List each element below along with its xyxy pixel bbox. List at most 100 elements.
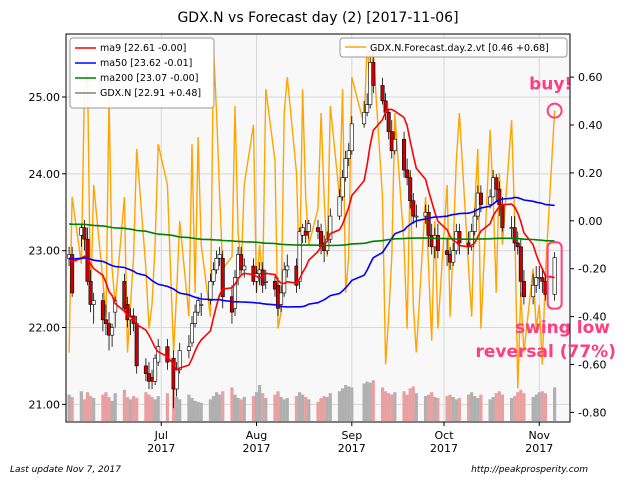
legend-left-label: ma9 [22.61 -0.00] — [100, 43, 186, 54]
volume-bar — [279, 397, 283, 421]
left-axis-tick-label: 24.00 — [29, 168, 61, 181]
x-axis-year-label: 2017 — [147, 442, 175, 455]
volume-bar — [190, 397, 194, 421]
candle-body — [315, 227, 320, 232]
ma50-line — [68, 196, 555, 308]
x-axis-month-label: Sep — [341, 429, 362, 442]
volume-bar — [387, 393, 391, 421]
ma9-line — [68, 108, 555, 371]
volume-bar — [337, 391, 342, 421]
volume-bar — [362, 383, 366, 421]
candle-body — [543, 281, 548, 295]
candle-body — [531, 284, 536, 298]
volume-bar — [316, 401, 320, 421]
volume-bar — [553, 387, 557, 421]
volume-bar — [110, 400, 114, 421]
swing-low-annotation-line1: swing low — [515, 318, 610, 338]
left-axis-tick-label: 25.00 — [29, 91, 61, 104]
volume-bar — [187, 394, 191, 421]
volume-bar — [125, 397, 130, 421]
volume-bar — [236, 397, 240, 421]
candle-body — [386, 112, 391, 132]
candle-body — [472, 215, 477, 232]
legend-left-box — [69, 37, 215, 109]
volume-bar — [128, 399, 133, 421]
volume-bar — [251, 396, 256, 421]
volume-bar — [340, 388, 345, 421]
volume-bar — [258, 385, 262, 421]
candle-body — [306, 223, 311, 232]
swing-low-highlight-box — [546, 241, 563, 310]
candle-body — [165, 346, 170, 363]
volume-bar — [273, 394, 277, 421]
x-axis-year-label: 2017 — [430, 442, 458, 455]
legend-left: ma9 [22.61 -0.00] ma50 [23.62 -0.01] ma200… — [69, 37, 215, 109]
volume-bar — [494, 393, 498, 421]
candle-body — [82, 227, 87, 240]
candle-body — [521, 281, 526, 298]
right-axis-tick-label: 0.40 — [578, 119, 603, 132]
candle-body — [340, 177, 345, 198]
volume-bar — [221, 391, 225, 421]
volume-bar — [211, 396, 216, 421]
legend-left-label: GDX.N [22.91 +0.48] — [100, 88, 201, 99]
candle-body — [220, 258, 225, 298]
volume-bar — [218, 394, 222, 421]
volume-bar — [510, 397, 514, 421]
volume-bar — [165, 393, 170, 421]
candle-body — [497, 188, 502, 205]
volume-bar — [393, 392, 397, 421]
candle-body — [445, 250, 450, 255]
volume-bar — [307, 399, 311, 421]
legend-right-label: GDX.N.Forecast.day.2.vt [0.46 +0.68] — [370, 43, 549, 54]
candle-body — [488, 196, 493, 205]
candle-body — [143, 365, 148, 374]
volume-bar — [150, 397, 154, 421]
right-axis-tick-label: -0.60 — [578, 359, 606, 372]
candle-body — [103, 319, 108, 324]
left-axis-tick-label: 22.00 — [29, 321, 61, 334]
candle-body — [211, 269, 216, 282]
x-axis-month-label: Jul — [154, 429, 168, 442]
volume-bar — [196, 401, 200, 421]
candle-body — [414, 215, 419, 218]
legend-left-label: ma200 [23.07 -0.00] — [100, 73, 198, 84]
volume-bar — [282, 399, 286, 421]
volume-bar — [132, 396, 136, 421]
x-axis-month-label: Aug — [246, 429, 267, 442]
volume-bar — [239, 399, 243, 421]
candle-body — [100, 300, 105, 321]
volume-bar — [242, 397, 246, 421]
volume-bar — [147, 394, 151, 421]
chart-title: GDX.N vs Forecast day (2) [2017-11-06] — [177, 10, 458, 26]
volume-bar — [491, 397, 495, 421]
legend-right: GDX.N.Forecast.day.2.vt [0.46 +0.68] — [339, 37, 568, 58]
candle-body — [408, 177, 413, 202]
volume-bar — [473, 396, 477, 421]
candle-body — [337, 196, 342, 217]
volume-bar — [328, 393, 332, 421]
volume-bar — [261, 393, 265, 421]
volume-bar — [540, 391, 544, 421]
volume-bar — [368, 382, 372, 421]
volume-bar — [214, 392, 219, 421]
volume-bar — [156, 396, 160, 421]
volume-bar — [88, 396, 93, 421]
volume-bar — [113, 393, 117, 421]
candle-body — [405, 169, 410, 178]
right-axis-tick-label: -0.80 — [578, 406, 606, 419]
volume-bar — [411, 386, 415, 421]
candle-body — [534, 277, 539, 286]
annotations: buy! swing low reversal (77%) — [476, 75, 616, 362]
volume-bar — [344, 385, 348, 421]
volume-bar — [497, 391, 501, 421]
ma200-line — [68, 223, 555, 247]
volume-bar — [67, 394, 71, 421]
volume-bar — [79, 391, 83, 421]
candle-body — [233, 277, 238, 309]
volume-bar — [466, 394, 471, 421]
candle-body — [303, 231, 308, 236]
volume-bar — [325, 397, 329, 421]
volume-bar — [304, 397, 308, 421]
